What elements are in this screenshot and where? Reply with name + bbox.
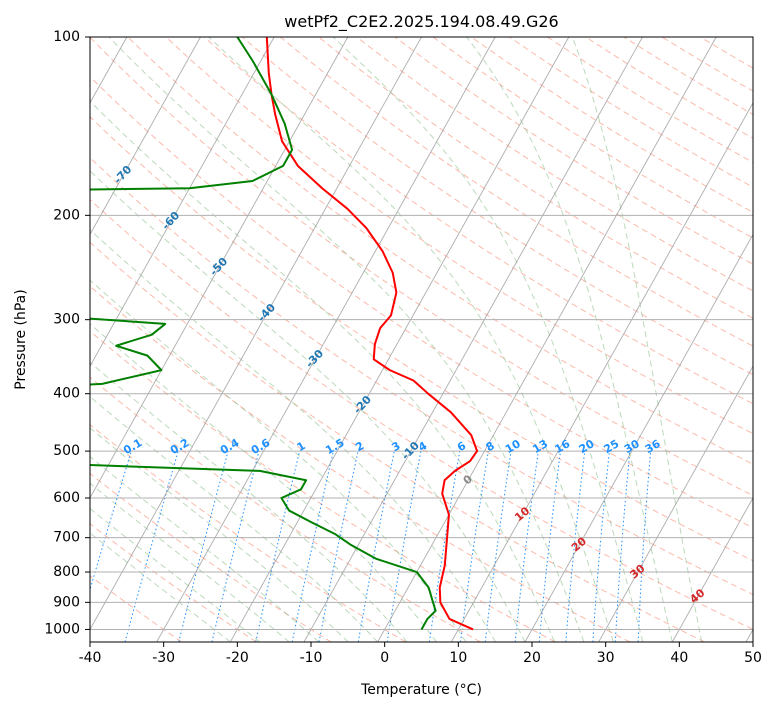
y-tick-label: 400 [53, 386, 80, 402]
y-tick-label: 700 [53, 530, 80, 546]
x-tick-label: 30 [597, 650, 615, 666]
y-tick-label: 1000 [44, 621, 80, 637]
y-tick-label: 300 [53, 312, 80, 328]
x-tick-label: -10 [300, 650, 323, 666]
x-tick-label: -20 [226, 650, 249, 666]
y-tick-label: 200 [53, 207, 80, 223]
y-tick-label: 600 [53, 490, 80, 506]
x-axis-label: Temperature (°C) [360, 682, 482, 698]
y-axis-label: Pressure (hPa) [13, 289, 29, 389]
x-tick-label: -40 [79, 650, 102, 666]
x-tick-label: 10 [449, 650, 467, 666]
x-tick-label: 50 [744, 650, 762, 666]
x-tick-label: 20 [523, 650, 541, 666]
y-tick-label: 500 [53, 443, 80, 459]
y-tick-label: 800 [53, 564, 80, 580]
x-tick-label: 40 [670, 650, 688, 666]
x-tick-label: -30 [152, 650, 175, 666]
chart-title: wetPf2_C2E2.2025.194.08.49.G26 [284, 12, 558, 32]
y-tick-label: 100 [53, 29, 80, 45]
y-tick-label: 900 [53, 594, 80, 610]
x-tick-label: 0 [380, 650, 389, 666]
